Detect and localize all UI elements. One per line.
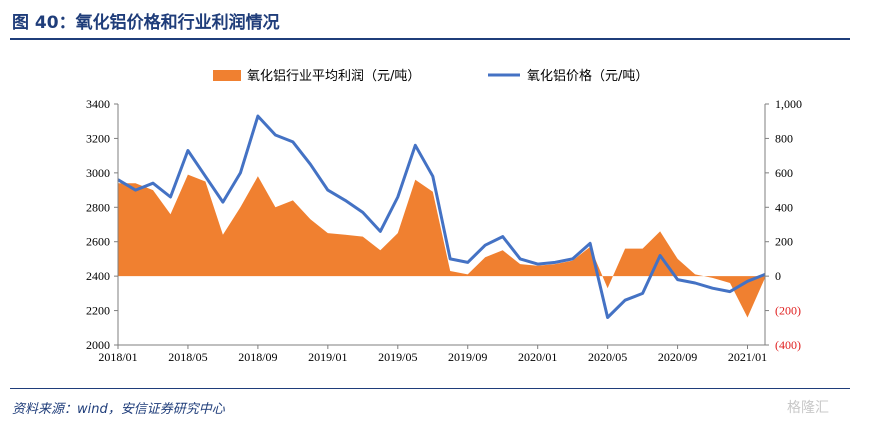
y-right-tick-label: 0 xyxy=(775,269,781,283)
y-right-tick-label: 800 xyxy=(775,131,793,145)
x-tick-label: 2021/01 xyxy=(728,350,767,364)
x-tick-label: 2020/09 xyxy=(658,350,697,364)
price-line xyxy=(117,114,766,319)
title-divider xyxy=(10,38,850,40)
y-right-tick-label: 400 xyxy=(775,200,793,214)
y-left-tick-label: 3200 xyxy=(86,131,110,145)
x-tick-label: 2018/05 xyxy=(168,350,207,364)
x-tick-label: 2018/09 xyxy=(238,350,277,364)
y-right-tick-label: 1,000 xyxy=(775,97,802,111)
x-tick-label: 2018/01 xyxy=(98,350,137,364)
x-tick-label: 2019/05 xyxy=(378,350,417,364)
profit-area-group xyxy=(117,174,766,318)
y-right-tick-label: (200) xyxy=(775,304,801,318)
y-left-tick-label: 3000 xyxy=(86,166,110,180)
y-left-tick-label: 2400 xyxy=(86,269,110,283)
y-left-tick-label: 2800 xyxy=(86,200,110,214)
legend-label-profit: 氧化铝行业平均利润（元/吨） xyxy=(247,69,420,84)
figure-title: 图 40：氧化铝价格和行业利润情况 xyxy=(12,13,280,33)
source-divider xyxy=(10,388,850,389)
legend-swatch-profit xyxy=(213,70,241,81)
y-left-tick-label: 2000 xyxy=(86,338,110,352)
x-tick-label: 2019/09 xyxy=(448,350,487,364)
y-right-tick-label: 600 xyxy=(775,166,793,180)
ticks-group: 340032003000280026002400220020001,000800… xyxy=(86,97,802,364)
profit-area xyxy=(118,174,765,318)
legend: 氧化铝行业平均利润（元/吨） 氧化铝价格（元/吨） xyxy=(213,68,648,84)
y-left-tick-label: 3400 xyxy=(86,97,110,111)
price-line-group xyxy=(117,114,766,319)
watermark: 格隆汇 xyxy=(787,400,829,416)
x-tick-label: 2020/01 xyxy=(518,350,557,364)
legend-label-price: 氧化铝价格（元/吨） xyxy=(527,68,648,84)
x-tick-label: 2019/01 xyxy=(308,350,347,364)
y-right-tick-label: 200 xyxy=(775,235,793,249)
y-left-tick-label: 2200 xyxy=(86,304,110,318)
x-tick-label: 2020/05 xyxy=(588,350,627,364)
y-left-tick-label: 2600 xyxy=(86,235,110,249)
axes-group xyxy=(117,104,766,346)
y-right-tick-label: (400) xyxy=(775,338,801,352)
source-note: 资料来源：wind，安信证券研究中心 xyxy=(12,402,225,417)
